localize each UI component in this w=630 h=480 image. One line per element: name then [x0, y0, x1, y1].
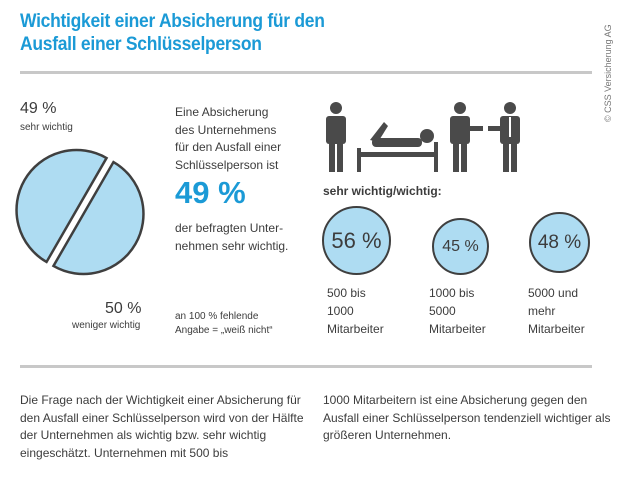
- footer-left-text: Die Frage nach der Wichtigkeit einer Abs…: [20, 393, 304, 460]
- group-label: 5000 und mehr Mitarbeiter: [528, 284, 585, 338]
- text-line: mehr: [528, 304, 556, 318]
- text-line: nehmen sehr wichtig.: [175, 238, 289, 253]
- highlight-value: 49 %: [175, 175, 246, 210]
- pie-slice-weniger-wichtig: [51, 160, 145, 276]
- page-title: Wichtigkeit einer Absicherung für den Au…: [20, 10, 325, 56]
- bubble-value: 56 %: [331, 227, 382, 253]
- text-line: 1000: [327, 304, 354, 318]
- bubble: 56 %: [322, 206, 391, 275]
- text-line: 5000: [429, 304, 456, 318]
- bubble-value: 48 %: [537, 231, 582, 253]
- businessman-icon: [488, 102, 520, 172]
- text-line: 5000 und: [528, 286, 579, 300]
- footnote: an 100 % fehlende Angabe = „weiß nicht“: [175, 310, 273, 338]
- text-line: Angabe = „weiß nicht“: [175, 325, 273, 336]
- copyright: © CSS Versicherung AG: [603, 24, 613, 122]
- pie-bottom-label: weniger wichtig: [72, 320, 141, 331]
- divider: [20, 71, 592, 74]
- title-line: Wichtigkeit einer Absicherung für den: [20, 11, 325, 32]
- pie-slice-sehr-wichtig: [15, 148, 109, 264]
- size-heading: sehr wichtig/wichtig:: [323, 184, 442, 198]
- pie-top-value: 49 %: [20, 100, 57, 117]
- text-line: Mitarbeiter: [528, 322, 585, 336]
- text-line: des Unternehmens: [175, 122, 277, 137]
- statement-text: Eine Absicherung des Unternehmens für de…: [175, 104, 281, 174]
- person-offering-hand-icon: [450, 102, 483, 172]
- title-line: Ausfall einer Schlüsselperson: [20, 34, 262, 55]
- people-illustration: [326, 102, 520, 172]
- bubble: 45 %: [432, 218, 489, 275]
- text-line: 500 bis: [327, 286, 366, 300]
- text-line: der befragten Unter-: [175, 221, 284, 235]
- group-label: 500 bis 1000 Mitarbeiter: [327, 284, 384, 338]
- statement-after: der befragten Unter- nehmen sehr wichtig…: [175, 220, 288, 255]
- bubble: 48 %: [529, 212, 590, 273]
- pie-bottom-value: 50 %: [105, 300, 142, 317]
- group-label: 1000 bis 5000 Mitarbeiter: [429, 284, 486, 338]
- text-line: Mitarbeiter: [327, 322, 384, 336]
- text-line: für den Ausfall einer: [175, 140, 282, 154]
- bubble-value: 45 %: [442, 237, 479, 255]
- pie-top-label: sehr wichtig: [20, 122, 73, 133]
- standing-person-icon: [326, 102, 346, 172]
- sick-person-in-bed-icon: [357, 122, 438, 172]
- text-line: Mitarbeiter: [429, 322, 486, 336]
- text-line: 1000 bis: [429, 286, 475, 300]
- footer-right-text: 1000 Mitarbeitern ist eine Absicherung g…: [323, 393, 611, 442]
- text-line: Eine Absicherung: [175, 105, 269, 119]
- text-line: an 100 % fehlende: [175, 311, 259, 322]
- divider: [20, 365, 592, 368]
- text-line: Schlüsselperson ist: [175, 157, 279, 172]
- pie-chart: [15, 148, 145, 276]
